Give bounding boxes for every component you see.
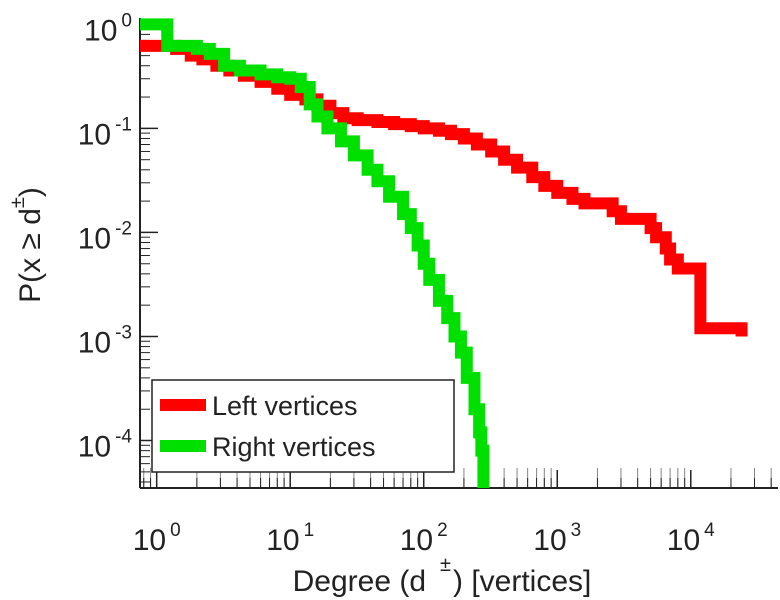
y-tick-label-exponent: -4 <box>115 427 132 448</box>
y-tick-label: 10 -3 <box>78 322 132 359</box>
x-tick-label-exponent: 1 <box>304 520 315 541</box>
x-axis-title-main: Degree (d <box>293 565 426 598</box>
y-tick-label: 10 -1 <box>78 114 132 151</box>
y-tick-label: 10 0 <box>84 10 132 47</box>
x-tick-label-base: 10 <box>533 524 566 557</box>
x-tick-label: 10 1 <box>266 520 314 557</box>
x-axis-title: Degree (d ±) [vertices] <box>293 554 592 598</box>
y-tick-label-exponent: -3 <box>115 322 132 343</box>
x-tick-label-base: 10 <box>133 524 166 557</box>
x-tick-label: 10 0 <box>133 520 181 557</box>
x-tick-labels: 10 0 10 1 10 2 10 3 10 4 <box>133 520 715 557</box>
y-axis-title-var: d <box>14 208 47 233</box>
x-tick-label-exponent: 4 <box>704 520 715 541</box>
y-tick-label-base: 10 <box>78 118 111 151</box>
x-tick-label-base: 10 <box>266 524 299 557</box>
x-tick-label: 10 3 <box>533 520 581 557</box>
legend: Left vertices Right vertices <box>151 379 455 473</box>
series-line-right-vertices <box>140 18 490 488</box>
x-axis-title-rest: ) [vertices] <box>453 565 591 598</box>
x-tick-label-exponent: 0 <box>170 520 181 541</box>
legend-label-right: Right vertices <box>212 432 376 462</box>
series-layer <box>140 18 748 488</box>
y-axis-title-symbol: ≥ <box>14 233 47 249</box>
y-tick-label-exponent: -1 <box>115 114 132 135</box>
y-tick-label-exponent: 0 <box>121 10 132 31</box>
y-tick-label-exponent: -2 <box>115 218 132 239</box>
x-tick-label: 10 2 <box>400 520 448 557</box>
y-tick-label: 10 -4 <box>78 427 133 464</box>
x-tick-label-exponent: 2 <box>437 520 448 541</box>
x-tick-label-exponent: 3 <box>571 520 582 541</box>
x-tick-label: 10 4 <box>667 520 715 557</box>
y-tick-label-base: 10 <box>84 14 117 47</box>
y-axis-title: P(x ≥ d±) <box>7 187 47 303</box>
legend-label-left: Left vertices <box>212 391 358 421</box>
y-tick-label-base: 10 <box>78 431 111 464</box>
x-major-ticks <box>155 470 692 488</box>
y-tick-label-base: 10 <box>78 326 111 359</box>
legend-box <box>151 379 455 473</box>
y-axis-title-sup: ± <box>7 197 29 208</box>
y-axis-title-close: ) <box>14 187 47 197</box>
x-axis-title-sup: ± <box>440 554 451 576</box>
y-tick-label-base: 10 <box>78 222 111 255</box>
y-tick-label: 10 -2 <box>78 218 132 255</box>
y-minor-ticks <box>140 28 150 483</box>
x-tick-label-base: 10 <box>667 524 700 557</box>
y-axis-title-main: P(x <box>14 250 47 303</box>
x-tick-label-base: 10 <box>400 524 433 557</box>
